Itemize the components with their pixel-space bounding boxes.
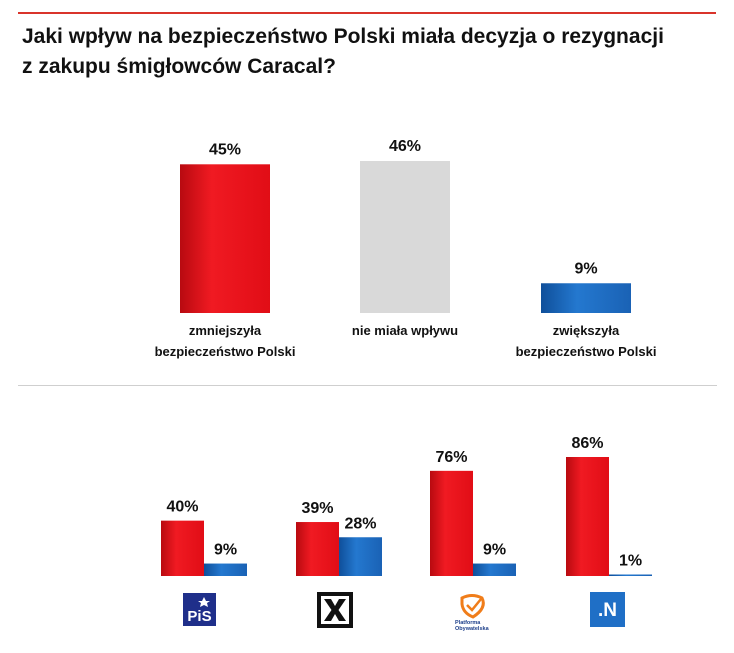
main-bar-chart: 45% zmniejszyła bezpieczeństwo Polski 46% ni… bbox=[155, 138, 657, 359]
party-bar-value-label-1-red: 40% bbox=[166, 499, 198, 516]
main-category-label-3-2: bezpieczeństwo Polski bbox=[516, 344, 657, 359]
party-bar-value-label-1-blue: 9% bbox=[214, 542, 237, 559]
main-bar-3 bbox=[541, 283, 631, 313]
main-category-label-1-1: zmniejszyła bbox=[189, 323, 262, 338]
party-bar-value-label-3-blue: 9% bbox=[483, 542, 506, 559]
pis-logo-text: PiS bbox=[187, 608, 211, 625]
nowoczesna-logo: .N bbox=[590, 592, 625, 627]
main-bar-1 bbox=[180, 164, 270, 313]
section-divider bbox=[18, 385, 717, 386]
po-logo-text-1: Platforma bbox=[455, 620, 481, 626]
top-accent-line bbox=[18, 12, 716, 14]
party-bar-1-red bbox=[161, 520, 204, 576]
party-bar-value-label-4-red: 86% bbox=[571, 435, 603, 452]
chart-title-line-1: Jaki wpływ na bezpieczeństwo Polski miał… bbox=[22, 25, 664, 48]
party-bar-value-label-4-blue: 1% bbox=[619, 553, 642, 570]
pis-logo-background bbox=[183, 593, 216, 626]
kukiz-logo bbox=[317, 592, 353, 628]
chart-title-line-2: z zakupu śmigłowców Caracal? bbox=[22, 55, 336, 78]
main-category-label-3-1: zwiększyła bbox=[553, 323, 620, 338]
po-check-icon bbox=[466, 598, 482, 612]
po-logo-text-2: Obywatelska bbox=[455, 626, 490, 632]
party-bar-3-blue bbox=[473, 563, 516, 576]
main-category-label-1-2: bezpieczeństwo Polski bbox=[155, 344, 296, 359]
pis-eagle-icon bbox=[198, 597, 210, 607]
nowoczesna-logo-text: .N bbox=[598, 600, 617, 621]
party-bar-value-label-2-red: 39% bbox=[301, 500, 333, 517]
main-bar-2 bbox=[360, 161, 450, 313]
nowoczesna-logo-background bbox=[590, 592, 625, 627]
main-bar-value-label-1: 45% bbox=[209, 141, 241, 158]
party-bar-2-blue bbox=[339, 537, 382, 576]
main-category-label-2-1: nie miała wpływu bbox=[352, 323, 458, 338]
party-bar-4-blue bbox=[609, 574, 652, 576]
party-bar-chart: 40% 9% 39% 28% 76% 9% 86% 1% bbox=[161, 435, 652, 576]
po-heart-icon bbox=[460, 594, 485, 619]
main-bar-value-label-2: 46% bbox=[389, 138, 421, 155]
party-bar-value-label-3-red: 76% bbox=[435, 449, 467, 466]
party-bar-1-blue bbox=[204, 563, 247, 576]
kukiz-x-icon bbox=[324, 599, 346, 621]
pis-logo: PiS bbox=[183, 593, 216, 626]
main-bar-value-label-3: 9% bbox=[574, 260, 597, 277]
party-bar-value-label-2-blue: 28% bbox=[344, 515, 376, 532]
chart-title: Jaki wpływ na bezpieczeństwo Polski miał… bbox=[22, 22, 712, 82]
party-bar-3-red bbox=[430, 470, 473, 576]
party-bar-4-red bbox=[566, 457, 609, 576]
party-bar-2-red bbox=[296, 522, 339, 576]
